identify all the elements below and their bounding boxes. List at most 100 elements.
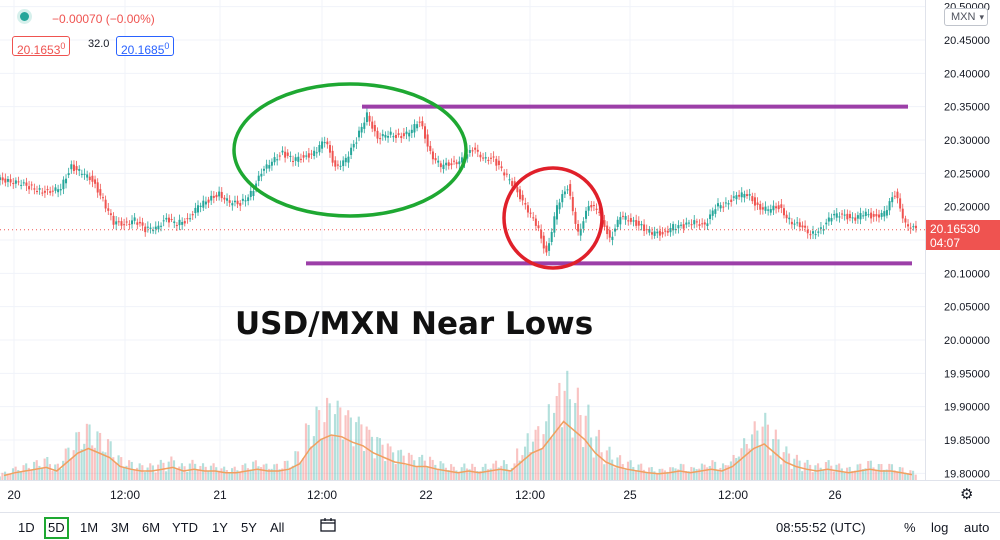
volume-bar <box>782 452 785 480</box>
volume-bar <box>291 465 294 480</box>
candle-body <box>194 207 197 214</box>
time-display[interactable]: 08:55:52 (UTC) <box>776 520 866 535</box>
candle-body <box>629 218 632 222</box>
candle-body <box>289 155 292 157</box>
volume-bar <box>397 450 400 480</box>
candle-body <box>648 229 651 233</box>
candle-body <box>764 206 767 211</box>
volume-bar <box>685 470 688 480</box>
volume-bar <box>339 407 342 480</box>
candle-body <box>154 226 157 230</box>
candle-body <box>914 225 917 229</box>
range-button-1m[interactable]: 1M <box>80 520 99 535</box>
candle-body <box>695 221 698 223</box>
range-button-5d[interactable]: 5D <box>44 517 69 539</box>
volume-bar <box>716 469 719 480</box>
auto-toggle[interactable]: auto <box>964 520 990 535</box>
range-button-1d[interactable]: 1D <box>18 520 35 535</box>
volume-bar <box>0 476 1 480</box>
candle-body <box>321 141 324 149</box>
volume-bar <box>378 438 381 480</box>
candle-body <box>703 222 706 225</box>
candle-body <box>566 189 569 191</box>
candle-body <box>424 126 427 139</box>
candle-body <box>120 221 123 226</box>
range-button-1y[interactable]: 1Y <box>212 520 228 535</box>
x-tick-label: 26 <box>828 488 842 502</box>
candle-body <box>891 197 894 203</box>
volume-bar <box>740 448 743 480</box>
candle-body <box>157 225 160 230</box>
volume-bar <box>257 466 260 480</box>
candle-body <box>661 231 664 235</box>
candle-body <box>447 162 450 166</box>
candle-body <box>310 153 313 155</box>
volume-bar <box>692 467 696 480</box>
candle-body <box>819 227 822 229</box>
volume-bar <box>236 470 239 480</box>
volume-bar <box>666 471 669 480</box>
candle-body <box>96 182 99 193</box>
currency-selector[interactable]: MXN ▾ <box>944 8 988 26</box>
candle-body <box>809 234 812 236</box>
x-tick-label: 21 <box>213 488 227 502</box>
volume-bar <box>534 429 537 480</box>
candle-body <box>909 227 912 229</box>
range-button-6m[interactable]: 6M <box>142 520 161 535</box>
candle-body <box>352 143 355 148</box>
y-tick-label: 19.95000 <box>944 368 990 380</box>
percent-toggle[interactable]: % <box>904 520 916 535</box>
candle-body <box>43 190 46 193</box>
volume-bar <box>814 465 817 480</box>
candle-body <box>51 190 54 192</box>
volume-bar <box>761 426 764 480</box>
candle-body <box>724 202 727 204</box>
candle-body <box>418 121 421 123</box>
volume-bar <box>914 474 917 480</box>
candle-body <box>677 225 680 229</box>
candle-body <box>709 214 712 220</box>
candle-body <box>392 136 395 138</box>
volume-bar <box>706 467 709 480</box>
live-status-dot <box>20 12 29 21</box>
log-toggle[interactable]: log <box>931 520 949 535</box>
bid-price-box[interactable]: 20.16530 <box>12 36 71 57</box>
volume-bar <box>753 421 756 480</box>
volume-bar <box>447 470 450 480</box>
candle-body <box>466 154 469 159</box>
candle-body <box>437 160 440 163</box>
volume-bar <box>822 470 825 480</box>
volume-bar <box>819 467 822 480</box>
range-button-3m[interactable]: 3M <box>111 520 130 535</box>
candle-body <box>883 211 886 217</box>
volume-bar <box>186 471 189 480</box>
ask-price-box[interactable]: 20.16850 <box>116 36 175 57</box>
candle-body <box>537 225 540 229</box>
volume-bar <box>217 470 220 480</box>
candle-body <box>555 205 558 220</box>
candle-body <box>344 157 347 163</box>
candle-body <box>521 194 524 201</box>
range-button-all[interactable]: All <box>270 520 285 535</box>
candle-body <box>701 223 704 225</box>
range-button-5y[interactable]: 5Y <box>241 520 257 535</box>
volume-bar <box>766 424 769 480</box>
candle-body <box>426 134 429 147</box>
volume-bar <box>172 460 176 480</box>
volume-bar <box>906 473 909 480</box>
candle-body <box>249 190 252 197</box>
gear-icon[interactable]: ⚙ <box>960 486 974 503</box>
range-button-ytd[interactable]: YTD <box>172 520 198 535</box>
volume-bar <box>349 417 352 480</box>
volume-bar <box>180 463 183 480</box>
volume-bar <box>912 470 915 480</box>
volume-bar <box>508 469 511 480</box>
candle-body <box>859 213 862 220</box>
candle-body <box>687 222 690 224</box>
candle-body <box>302 155 305 158</box>
candle-body <box>25 182 28 186</box>
candle-body <box>775 206 778 209</box>
calendar-icon[interactable] <box>320 518 336 532</box>
candle-body <box>397 133 400 135</box>
